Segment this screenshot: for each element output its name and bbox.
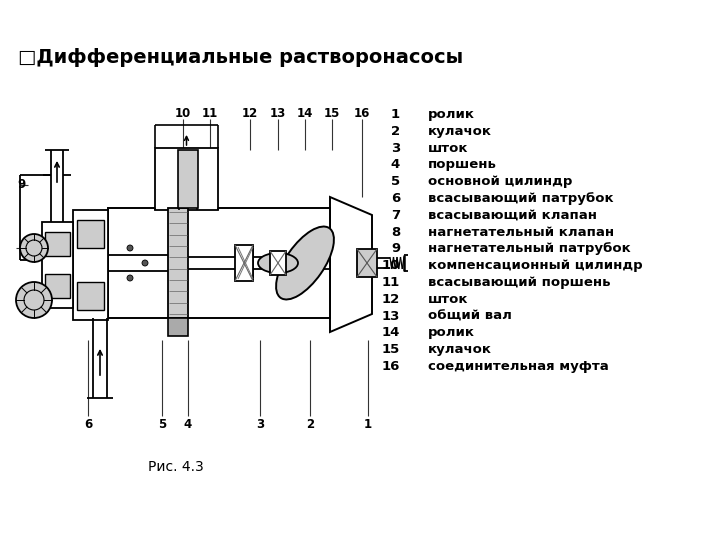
- Text: 6: 6: [84, 418, 92, 431]
- Text: 11: 11: [382, 276, 400, 289]
- Text: 8: 8: [18, 241, 26, 254]
- Text: основной цилиндр: основной цилиндр: [428, 175, 572, 188]
- Circle shape: [20, 234, 48, 262]
- Polygon shape: [270, 251, 286, 275]
- Text: 12: 12: [242, 107, 258, 120]
- Text: компенсационный цилиндр: компенсационный цилиндр: [428, 259, 643, 272]
- Text: 4: 4: [184, 418, 192, 431]
- Polygon shape: [45, 232, 70, 256]
- Text: всасывающий патрубок: всасывающий патрубок: [428, 192, 613, 205]
- Text: 2: 2: [391, 125, 400, 138]
- Text: 10: 10: [175, 107, 191, 120]
- Text: кулачок: кулачок: [428, 125, 492, 138]
- Text: 1: 1: [364, 418, 372, 431]
- Text: поршень: поршень: [428, 158, 497, 171]
- Circle shape: [127, 275, 133, 281]
- Polygon shape: [178, 150, 198, 208]
- Text: нагнетательный патрубок: нагнетательный патрубок: [428, 242, 631, 255]
- Text: ролик: ролик: [428, 108, 475, 121]
- Text: 13: 13: [270, 107, 286, 120]
- Text: 13: 13: [382, 309, 400, 322]
- Text: 3: 3: [391, 141, 400, 154]
- Polygon shape: [45, 274, 70, 298]
- Text: шток: шток: [428, 141, 469, 154]
- Polygon shape: [77, 282, 104, 310]
- Text: 16: 16: [354, 107, 370, 120]
- Polygon shape: [42, 222, 73, 308]
- Circle shape: [16, 282, 52, 318]
- Text: 12: 12: [382, 293, 400, 306]
- Ellipse shape: [276, 226, 334, 300]
- Text: 5: 5: [158, 418, 166, 431]
- Circle shape: [127, 245, 133, 251]
- Polygon shape: [357, 249, 377, 277]
- Text: 11: 11: [202, 107, 218, 120]
- Polygon shape: [168, 318, 188, 336]
- Text: 14: 14: [382, 326, 400, 340]
- Polygon shape: [168, 208, 188, 318]
- Polygon shape: [108, 208, 330, 318]
- Circle shape: [142, 260, 148, 266]
- Text: 15: 15: [324, 107, 340, 120]
- Text: 15: 15: [382, 343, 400, 356]
- Text: Рис. 4.3: Рис. 4.3: [148, 460, 204, 474]
- Text: □Дифференциальные растворонасосы: □Дифференциальные растворонасосы: [18, 48, 463, 67]
- Text: 14: 14: [297, 107, 313, 120]
- Text: 1: 1: [391, 108, 400, 121]
- Text: 2: 2: [306, 418, 314, 431]
- Text: 9: 9: [18, 179, 26, 192]
- Text: нагнетательный клапан: нагнетательный клапан: [428, 226, 614, 239]
- Text: 10: 10: [382, 259, 400, 272]
- Text: 9: 9: [391, 242, 400, 255]
- Text: 4: 4: [391, 158, 400, 171]
- Polygon shape: [155, 148, 218, 210]
- Text: 3: 3: [256, 418, 264, 431]
- Text: 8: 8: [391, 226, 400, 239]
- Text: кулачок: кулачок: [428, 343, 492, 356]
- Text: 16: 16: [382, 360, 400, 373]
- Text: всасывающий поршень: всасывающий поршень: [428, 276, 611, 289]
- Ellipse shape: [258, 253, 298, 273]
- Text: 5: 5: [391, 175, 400, 188]
- Polygon shape: [73, 210, 108, 320]
- Polygon shape: [238, 247, 253, 279]
- Text: шток: шток: [428, 293, 469, 306]
- Text: ролик: ролик: [428, 326, 475, 340]
- Text: 6: 6: [391, 192, 400, 205]
- Text: общий вал: общий вал: [428, 309, 512, 322]
- Polygon shape: [330, 197, 372, 332]
- Polygon shape: [235, 245, 253, 281]
- Text: соединительная муфта: соединительная муфта: [428, 360, 608, 373]
- Text: 7: 7: [391, 209, 400, 222]
- Text: 7: 7: [18, 295, 26, 308]
- Polygon shape: [77, 220, 104, 248]
- Text: всасывающий клапан: всасывающий клапан: [428, 209, 597, 222]
